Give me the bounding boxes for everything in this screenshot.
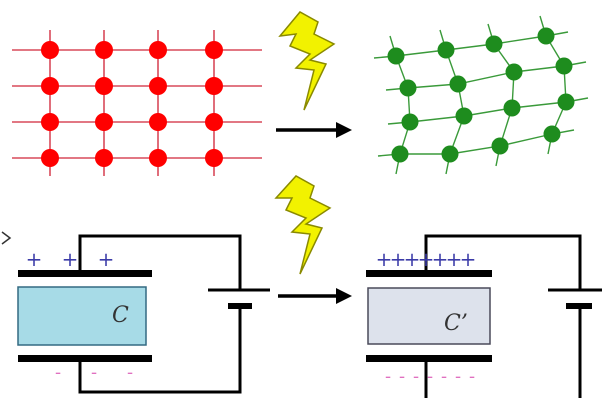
lattice-node bbox=[537, 27, 555, 45]
capacitor-circuit-after: C’ +++++++ ------- bbox=[366, 234, 602, 398]
lattice-node bbox=[543, 125, 561, 143]
lattice-node bbox=[505, 63, 523, 81]
lattice-node bbox=[391, 145, 409, 163]
lattice-node bbox=[41, 41, 59, 59]
capacitor-label-right: C’ bbox=[444, 311, 468, 336]
plus-charge: + bbox=[432, 247, 449, 271]
minus-charge: - bbox=[55, 362, 61, 383]
lattice-node bbox=[149, 113, 167, 131]
lattice-node bbox=[401, 113, 419, 131]
bottom-plate-right bbox=[366, 355, 492, 362]
plus-charge: + bbox=[460, 247, 477, 271]
arrow-bottom-icon bbox=[278, 288, 352, 304]
dielectric-slab bbox=[17, 286, 147, 346]
top-plate bbox=[18, 270, 152, 277]
capacitor-label: C bbox=[112, 303, 129, 328]
lattice-node bbox=[149, 41, 167, 59]
lattice-node bbox=[41, 149, 59, 167]
bottom-plate bbox=[18, 355, 152, 362]
plus-charge: + bbox=[390, 247, 407, 271]
plus-charge: + bbox=[98, 247, 115, 271]
lattice-node bbox=[41, 113, 59, 131]
capacitor-circuit-before: C + + + - - - bbox=[17, 234, 270, 394]
lattice-node bbox=[557, 93, 575, 111]
lattice-node bbox=[205, 113, 223, 131]
minus-charge: - bbox=[441, 366, 447, 387]
wire-top-right bbox=[424, 234, 582, 290]
lattice-node bbox=[491, 137, 509, 155]
lattice-node bbox=[503, 99, 521, 117]
plus-charge: + bbox=[62, 247, 79, 271]
arrow-top-icon bbox=[276, 122, 352, 138]
lightning-bolt-top-icon bbox=[278, 11, 336, 111]
plus-charges: + + + bbox=[26, 247, 115, 271]
minus-charge: - bbox=[127, 362, 133, 383]
lattice-node bbox=[205, 149, 223, 167]
plus-charge: + bbox=[418, 247, 435, 271]
wire-top-left bbox=[78, 234, 242, 290]
lattice-node bbox=[205, 77, 223, 95]
lattice-node bbox=[387, 47, 405, 65]
top-plate-right bbox=[366, 270, 492, 277]
lattice-node bbox=[485, 35, 503, 53]
lattice-node bbox=[95, 77, 113, 95]
lattice-node bbox=[41, 77, 59, 95]
plus-charge: + bbox=[404, 247, 421, 271]
minus-charges: --- bbox=[55, 362, 133, 383]
lattice-node bbox=[399, 79, 417, 97]
lattice-node bbox=[455, 107, 473, 125]
lattice-node bbox=[95, 113, 113, 131]
regular-lattice bbox=[12, 30, 262, 176]
minus-charges-right: ------- bbox=[385, 366, 475, 387]
plus-charge: + bbox=[376, 247, 393, 271]
plus-charge: + bbox=[446, 247, 463, 271]
minus-charge: - bbox=[455, 366, 461, 387]
lattice-node bbox=[149, 77, 167, 95]
plus-charge: + bbox=[26, 247, 43, 271]
lattice-node bbox=[95, 41, 113, 59]
dielectric-slab-right bbox=[367, 287, 491, 345]
minus-charge: - bbox=[385, 366, 391, 387]
lattice-node bbox=[149, 149, 167, 167]
minus-charge: - bbox=[427, 366, 433, 387]
minus-charge: - bbox=[469, 366, 475, 387]
plus-charges-right: +++++++ bbox=[376, 247, 477, 271]
minus-charge: - bbox=[413, 366, 419, 387]
chevron-right-icon bbox=[1, 231, 12, 245]
lattice-node bbox=[555, 57, 573, 75]
minus-charge: - bbox=[91, 362, 97, 383]
lattice-node bbox=[441, 145, 459, 163]
lightning-bolt-bottom-icon bbox=[274, 175, 332, 275]
lattice-node bbox=[205, 41, 223, 59]
minus-charge: - bbox=[399, 366, 405, 387]
lattice-node bbox=[95, 149, 113, 167]
wire-bottom-left bbox=[78, 306, 242, 394]
lattice-node bbox=[449, 75, 467, 93]
lattice-node bbox=[437, 41, 455, 59]
distorted-lattice bbox=[373, 15, 589, 175]
